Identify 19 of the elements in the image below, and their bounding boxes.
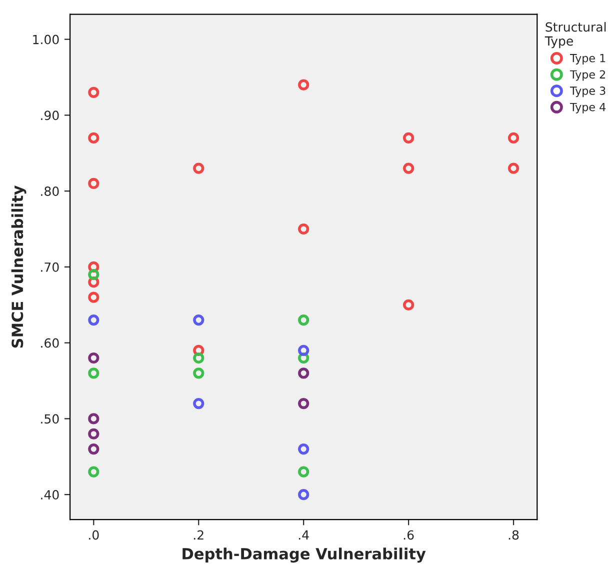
y-tick-label: .50 (41, 414, 59, 424)
legend-label: Type 2 (570, 70, 606, 81)
legend-label: Type 1 (570, 54, 606, 64)
y-tick-label: .70 (41, 262, 59, 272)
y-tick-label: 1.00 (33, 34, 59, 44)
y-tick-label: .90 (41, 110, 59, 120)
x-axis-title: Depth-Damage Vulnerability (182, 548, 426, 563)
x-tick-label: .8 (508, 530, 519, 540)
x-tick-label: .2 (194, 530, 204, 540)
x-tick-label: .4 (298, 530, 309, 540)
y-tick-label: .60 (41, 338, 59, 348)
legend-label: Type 3 (570, 86, 606, 98)
y-tick-label: .80 (41, 186, 59, 196)
y-axis-title: SMCE Vulnerability (11, 185, 26, 348)
y-tick-label: .40 (41, 490, 59, 500)
x-tick-label: .0 (89, 530, 99, 540)
x-tick-label: .6 (404, 530, 414, 540)
legend-label: Type 4 (570, 102, 606, 114)
legend-title: Structural Type (544, 22, 606, 48)
